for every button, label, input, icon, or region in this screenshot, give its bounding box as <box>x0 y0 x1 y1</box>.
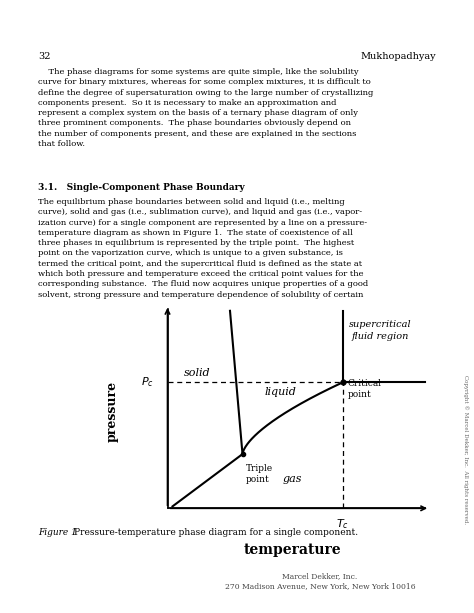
Text: Pressure-temperature phase diagram for a single component.: Pressure-temperature phase diagram for a… <box>74 528 358 537</box>
Text: 270 Madison Avenue, New York, New York 10016: 270 Madison Avenue, New York, New York 1… <box>225 582 415 590</box>
Text: liquid: liquid <box>264 387 296 397</box>
Text: gas: gas <box>283 474 302 484</box>
Text: The equilibrium phase boundaries between solid and liquid (i.e., melting
curve),: The equilibrium phase boundaries between… <box>38 198 368 299</box>
Text: supercritical
fluid region: supercritical fluid region <box>349 320 411 341</box>
Text: pressure: pressure <box>106 381 119 442</box>
Text: Triple
point: Triple point <box>246 464 273 484</box>
Text: Figure 1: Figure 1 <box>38 528 77 537</box>
Text: temperature: temperature <box>244 543 341 557</box>
Text: 32: 32 <box>38 52 51 61</box>
Text: Mukhopadhyay: Mukhopadhyay <box>360 52 436 61</box>
Text: $T_c$: $T_c$ <box>336 517 349 531</box>
Text: The phase diagrams for some systems are quite simple, like the solubility
curve : The phase diagrams for some systems are … <box>38 68 374 148</box>
Text: 3.1.   Single-Component Phase Boundary: 3.1. Single-Component Phase Boundary <box>38 183 245 192</box>
Text: Critical
point: Critical point <box>347 379 382 398</box>
Text: solid: solid <box>184 368 211 378</box>
Text: Marcel Dekker, Inc.: Marcel Dekker, Inc. <box>283 572 357 580</box>
Text: Copyright © Marcel Dekker, Inc.  All rights reserved.: Copyright © Marcel Dekker, Inc. All righ… <box>463 375 469 525</box>
Text: $P_c$: $P_c$ <box>141 376 154 389</box>
